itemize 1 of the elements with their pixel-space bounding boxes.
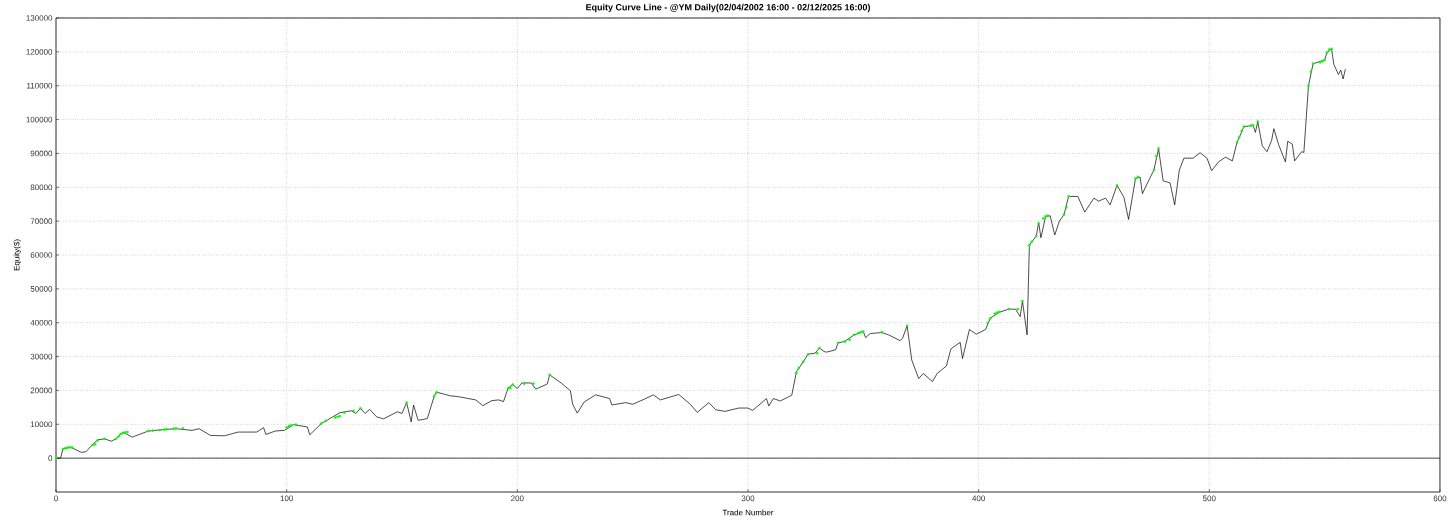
chart-title: Equity Curve Line - @YM Daily(02/04/2002 16:00 - 02/12/2025 16:00) (586, 3, 870, 13)
